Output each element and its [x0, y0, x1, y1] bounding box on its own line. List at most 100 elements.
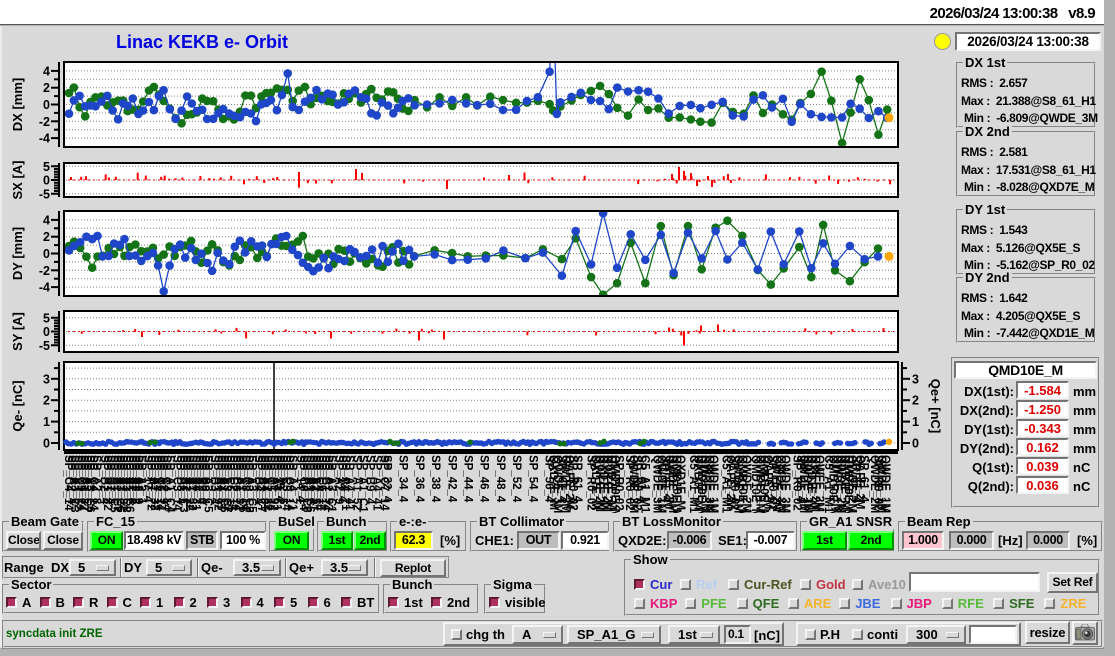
svg-text:SP_A1_C1: SP_A1_C1 — [357, 455, 369, 513]
svg-text:-4: -4 — [39, 132, 50, 146]
svg-text:SP_C6_14: SP_C6_14 — [316, 455, 328, 511]
svg-text:QWFE_2M: QWFE_2M — [813, 455, 825, 512]
svg-text:QXD7E_M: QXD7E_M — [589, 455, 601, 510]
svg-text:-5: -5 — [39, 187, 50, 201]
svg-text:QMD10E_M: QMD10E_M — [736, 455, 748, 518]
svg-text:3: 3 — [912, 372, 919, 386]
svg-text:QWDE_3M: QWDE_3M — [666, 455, 678, 513]
svg-text:SP_A4_41: SP_A4_41 — [371, 455, 383, 511]
svg-text:QAFE_2M: QAFE_2M — [762, 455, 774, 509]
svg-text:SP_A4_71: SP_A4_71 — [339, 455, 351, 511]
svg-text:SP_A1_C7: SP_A1_C7 — [110, 455, 122, 513]
svg-text:SP_A4_11: SP_A4_11 — [151, 455, 163, 511]
svg-text:SP_C3_14: SP_C3_14 — [283, 455, 295, 511]
svg-text:SP_C6_14: SP_C6_14 — [297, 455, 309, 511]
svg-text:QAFE_2M: QAFE_2M — [563, 455, 575, 509]
svg-text:QWDE_3M: QWDE_3M — [559, 455, 571, 513]
svg-text:SP_C4_14: SP_C4_14 — [313, 455, 325, 511]
svg-text:SP_B4_4: SP_B4_4 — [252, 455, 264, 505]
svg-text:5: 5 — [43, 311, 50, 325]
svg-text:0: 0 — [43, 174, 50, 188]
svg-text:Qe- [nC]: Qe- [nC] — [10, 380, 25, 431]
svg-text:0: 0 — [43, 325, 50, 339]
svg-text:QWDE_1M: QWDE_1M — [801, 455, 813, 513]
svg-text:SP_C6_14: SP_C6_14 — [230, 455, 242, 511]
svg-text:C5_A1_M1: C5_A1_M1 — [719, 455, 731, 514]
svg-text:QWDE_1M: QWDE_1M — [754, 455, 766, 513]
svg-text:SP_A3_C7: SP_A3_C7 — [81, 455, 93, 513]
svg-text:SP_A3_C8: SP_A3_C8 — [120, 455, 132, 513]
svg-text:SP_A4_41: SP_A4_41 — [343, 455, 355, 511]
svg-text:SP_17_4: SP_17_4 — [142, 455, 154, 503]
svg-text:2: 2 — [43, 81, 50, 95]
svg-text:SP_A1_C4: SP_A1_C4 — [163, 455, 175, 513]
svg-text:SP_A3_C1: SP_A3_C1 — [325, 455, 337, 513]
svg-text:2: 2 — [43, 394, 50, 408]
svg-text:SY [A]: SY [A] — [10, 312, 25, 351]
svg-text:QWFE_2M: QWFE_2M — [809, 455, 821, 512]
svg-text:SP_C9_14: SP_C9_14 — [74, 455, 86, 511]
svg-text:C5_A1_M1: C5_A1_M1 — [639, 455, 651, 514]
svg-text:4: 4 — [43, 213, 50, 227]
svg-text:SP_A4_61: SP_A4_61 — [270, 455, 282, 511]
svg-text:SP_A1_C3: SP_A1_C3 — [177, 455, 189, 513]
svg-text:-5: -5 — [39, 339, 50, 353]
svg-text:SP_R0_02: SP_R0_02 — [613, 455, 625, 511]
svg-text:DX [mm]: DX [mm] — [10, 78, 25, 131]
svg-text:QWDE_2M: QWDE_2M — [740, 455, 752, 513]
svg-text:QAFE_2M: QAFE_2M — [854, 455, 866, 509]
svg-text:QWDE_2M: QWDE_2M — [834, 455, 846, 513]
svg-text:SP_B2_4: SP_B2_4 — [98, 455, 110, 505]
svg-text:SP_A3_C3: SP_A3_C3 — [68, 455, 80, 513]
svg-text:QWDE_3M: QWDE_3M — [775, 455, 787, 513]
svg-text:SP_A1_32: SP_A1_32 — [186, 455, 198, 511]
svg-text:-4: -4 — [39, 281, 50, 295]
svg-text:QWDE_2M: QWDE_2M — [845, 455, 857, 513]
svg-text:SP_A3_C6: SP_A3_C6 — [114, 455, 126, 513]
svg-text:SP_A2_7: SP_A2_7 — [192, 455, 204, 504]
svg-text:SP_A1_72: SP_A1_72 — [145, 455, 157, 511]
svg-text:QWDE_1M: QWDE_1M — [655, 455, 667, 513]
svg-text:QMD10E_M: QMD10E_M — [757, 455, 769, 518]
svg-text:SP_61_4: SP_61_4 — [555, 455, 567, 503]
svg-text:5: 5 — [43, 160, 50, 174]
svg-text:SX [A]: SX [A] — [10, 161, 25, 200]
svg-text:SP_34_4: SP_34_4 — [397, 455, 409, 503]
svg-text:QMD10E_M: QMD10E_M — [827, 455, 839, 518]
svg-text:QAFE_2M: QAFE_2M — [663, 455, 675, 509]
svg-text:QWFE_2M: QWFE_2M — [593, 455, 605, 512]
svg-text:SP_C6_14: SP_C6_14 — [224, 455, 236, 511]
svg-text:SP_61_4: SP_61_4 — [850, 455, 862, 503]
svg-text:SP_A1_52: SP_A1_52 — [71, 455, 83, 511]
svg-text:SP_A3_C6: SP_A3_C6 — [300, 455, 312, 513]
svg-text:SP_54_4: SP_54_4 — [526, 455, 538, 503]
svg-text:SP_14_4: SP_14_4 — [336, 455, 348, 503]
svg-text:SP_A1_82: SP_A1_82 — [117, 455, 129, 511]
svg-text:QWDE_1M: QWDE_1M — [732, 455, 744, 513]
svg-text:SP_R0_02: SP_R0_02 — [567, 455, 579, 511]
svg-text:SP_14_4: SP_14_4 — [294, 455, 306, 503]
svg-text:SP_A4_31: SP_A4_31 — [189, 455, 201, 511]
svg-text:QXD7E_M: QXD7E_M — [605, 455, 617, 510]
svg-text:SP_R0_02: SP_R0_02 — [631, 455, 643, 511]
svg-text:SP_56_4: SP_56_4 — [543, 455, 555, 503]
svg-text:SP_C5_14: SP_C5_14 — [280, 455, 292, 511]
svg-text:SP_A2_4: SP_A2_4 — [126, 455, 138, 505]
svg-text:SP_A3_C5: SP_A3_C5 — [202, 455, 214, 513]
svg-text:SP_C3_14: SP_C3_14 — [171, 455, 183, 511]
svg-text:SP_B8_4: SP_B8_4 — [199, 455, 211, 505]
svg-text:3: 3 — [43, 372, 50, 386]
svg-text:C5_A1_M1: C5_A1_M1 — [822, 455, 834, 514]
svg-text:QMD10E_M: QMD10E_M — [842, 455, 854, 518]
svg-text:SP_R0_02: SP_R0_02 — [766, 455, 778, 511]
svg-text:SP_A2_5: SP_A2_5 — [310, 455, 322, 505]
svg-text:QMD10E_M: QMD10E_M — [749, 455, 761, 518]
svg-text:QWDE_3M: QWDE_3M — [698, 455, 710, 513]
svg-text:SP_A1_92: SP_A1_92 — [267, 455, 279, 511]
svg-text:SP_C4_14: SP_C4_14 — [62, 455, 74, 511]
svg-text:SP_A2_5: SP_A2_5 — [277, 455, 289, 505]
svg-text:QWDE_3M: QWDE_3M — [650, 455, 662, 513]
svg-text:SP_A1_32: SP_A1_32 — [148, 455, 160, 511]
svg-text:SP_A2_4: SP_A2_4 — [65, 455, 77, 505]
svg-text:SP_C8_14: SP_C8_14 — [239, 455, 251, 511]
